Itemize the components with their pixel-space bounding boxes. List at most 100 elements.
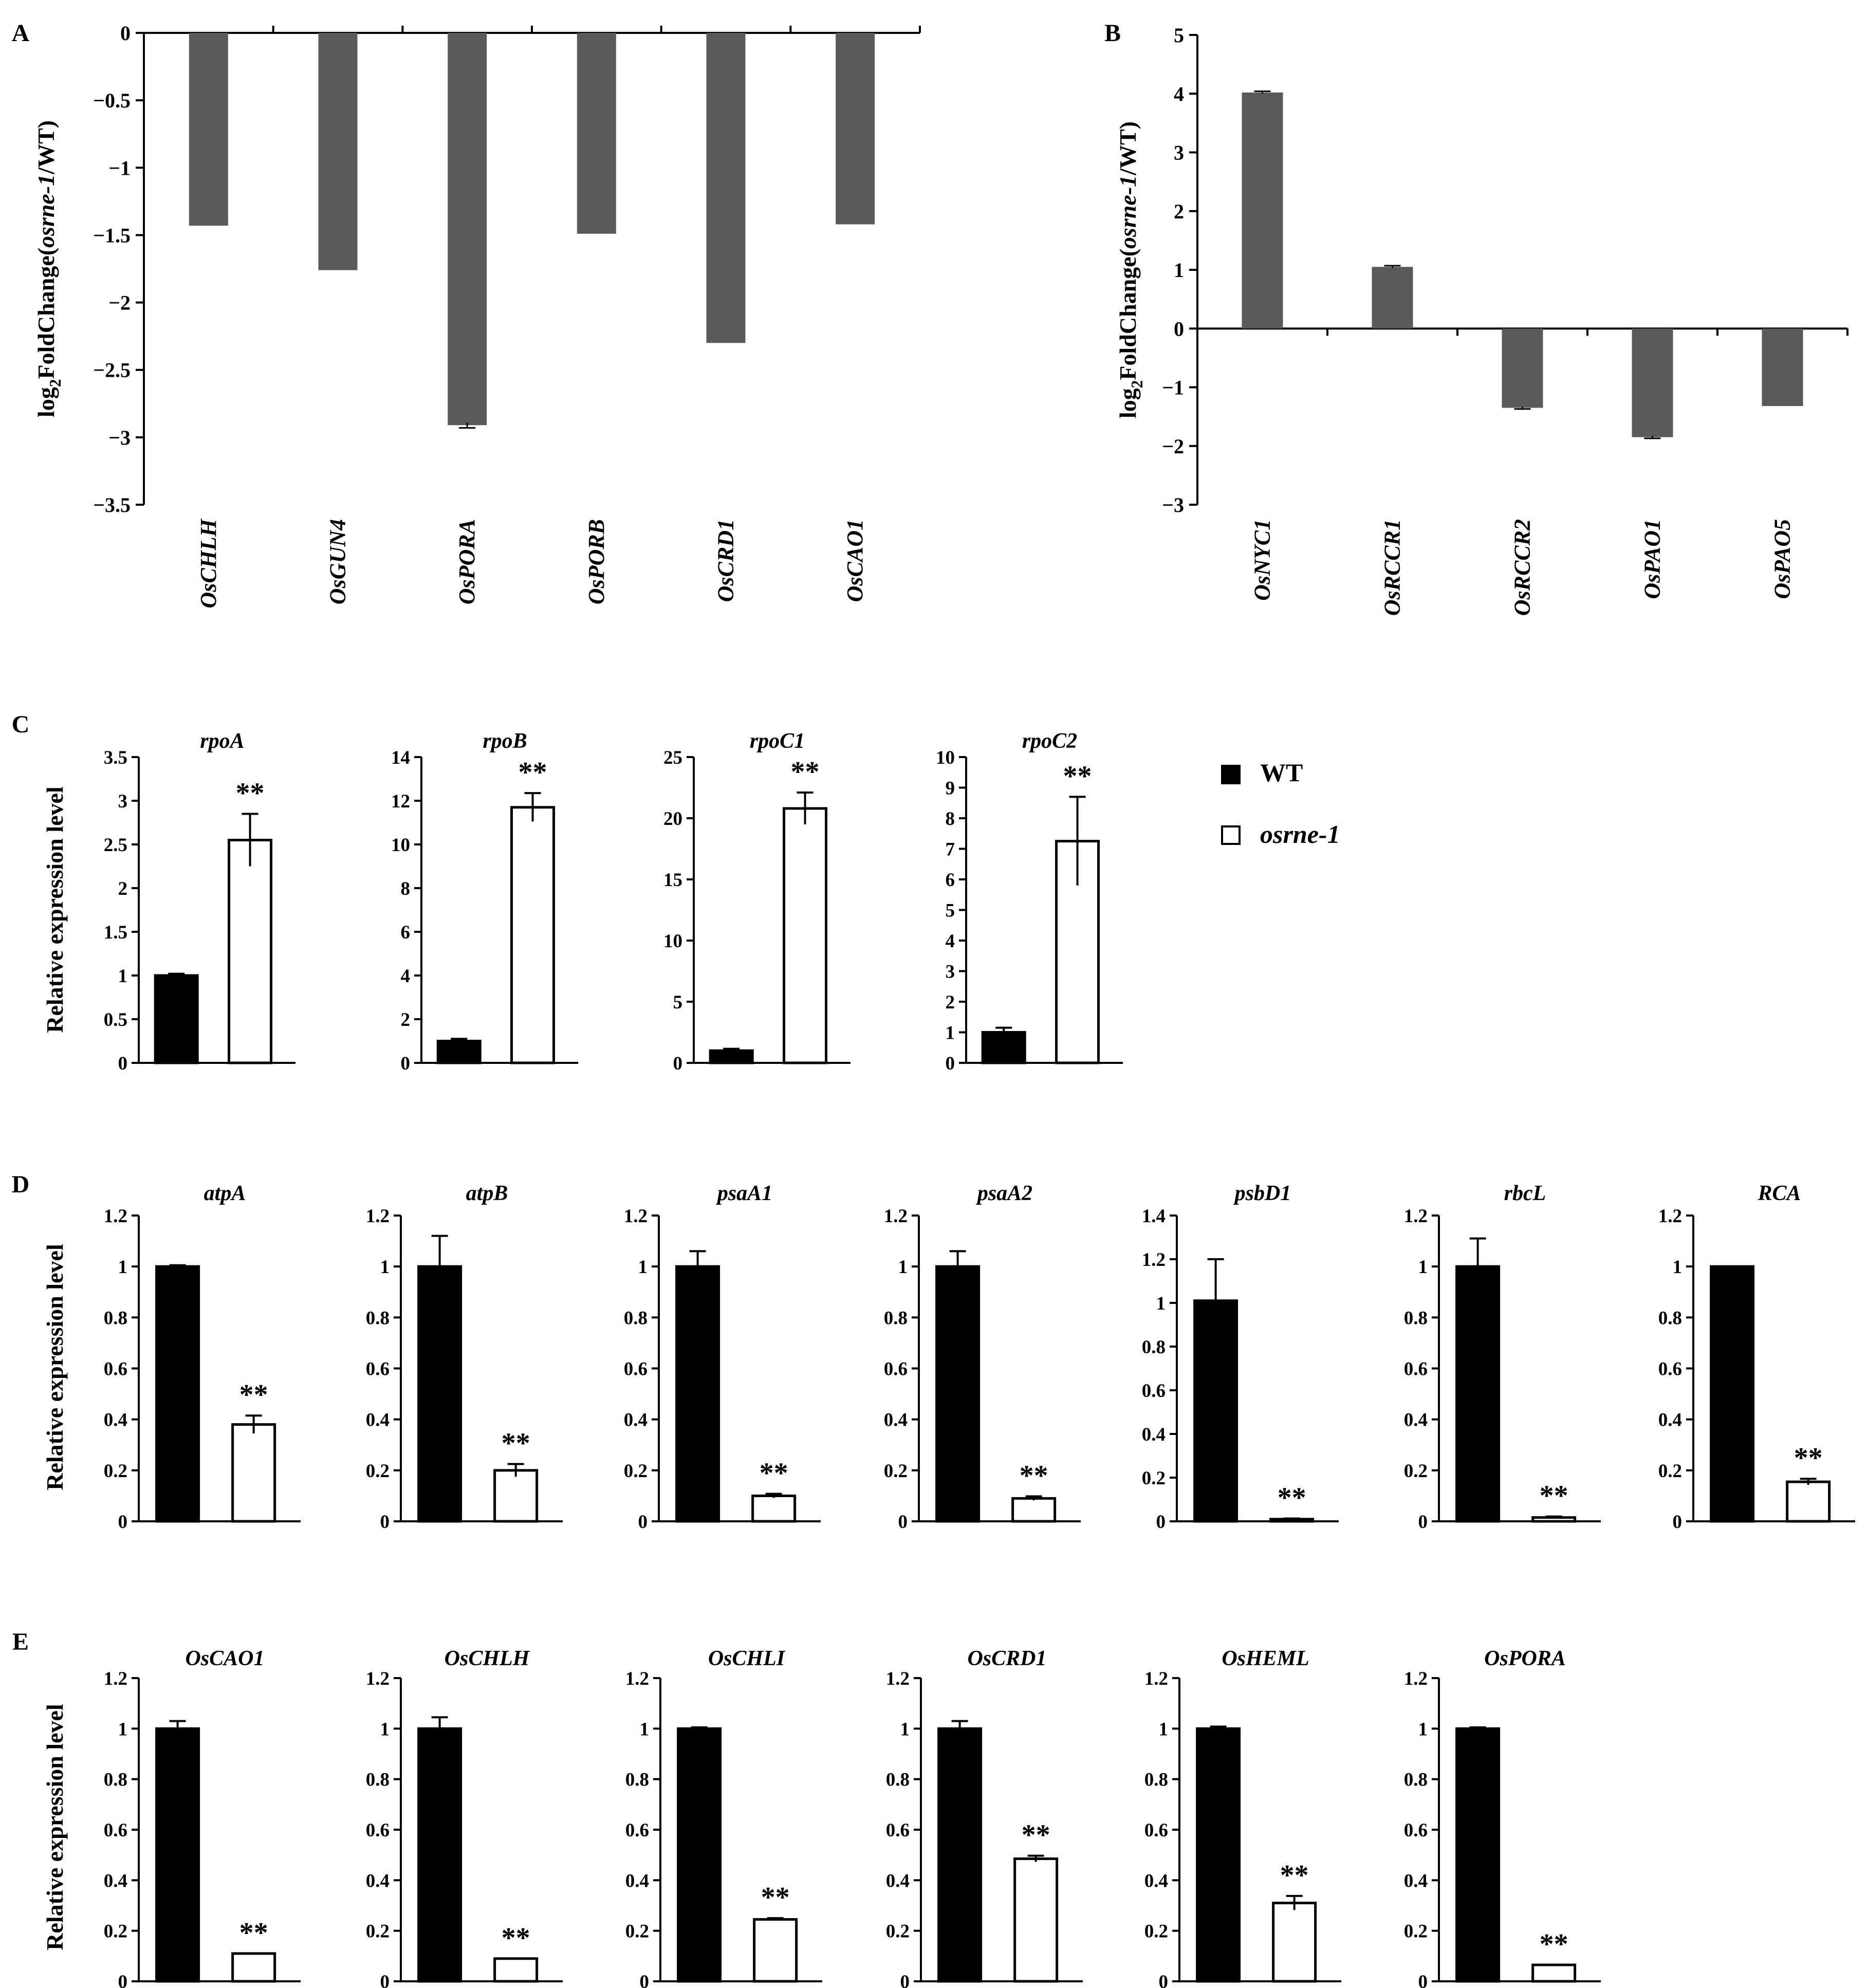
panel-D-psbD1-y-tick-label: 0.8 bbox=[1142, 1337, 1166, 1358]
panel-B-y-tick-label: 5 bbox=[1174, 24, 1184, 47]
panel-A-bar-OsGUN4 bbox=[318, 33, 358, 270]
panel-B-category-label: OsNYC1 bbox=[1250, 519, 1275, 601]
panel-B-bar-OsPAO1 bbox=[1632, 328, 1673, 437]
panel-E-OsCHLI-y-tick-label: 0.2 bbox=[625, 1921, 649, 1942]
panel-C-rpoC2-y-tick-label: 9 bbox=[946, 778, 955, 799]
panel-D-atpB-y-tick-label: 0.8 bbox=[366, 1308, 390, 1329]
panel-E-OsCHLH-y-tick-label: 0.2 bbox=[366, 1921, 390, 1942]
panel-D-psaA2-y-tick-label: 0.4 bbox=[884, 1410, 908, 1431]
panel-D-psaA2-bar-WT bbox=[935, 1265, 981, 1523]
panel-A-y-tick-label: −2.5 bbox=[93, 359, 131, 382]
panel-C-rpoA-y-tick-label: 0.5 bbox=[104, 1009, 127, 1030]
panel-D-rbcL-y-tick-label: 0.4 bbox=[1404, 1410, 1428, 1431]
panel-D-atpA-y-tick-label: 0.2 bbox=[104, 1461, 127, 1482]
panel-E-OsCHLH-y-tick-label: 0.8 bbox=[366, 1770, 390, 1791]
panel-E-OsHEML-y-tick-label: 1.2 bbox=[1144, 1668, 1168, 1689]
panel-D-psaA2-y-tick-label: 1.2 bbox=[884, 1206, 908, 1227]
panel-E-OsHEML-y-tick-label: 0 bbox=[1159, 1972, 1169, 1988]
panel-B-y-tick-label: 4 bbox=[1174, 82, 1184, 105]
panel-A-bar-OsCRD1 bbox=[706, 33, 746, 343]
panel-E-OsCAO1-y-tick-label: 0.8 bbox=[104, 1770, 127, 1791]
panel-E-OsCHLI-title: OsCHLI bbox=[708, 1647, 786, 1670]
panel-C-rpoB-y-tick-label: 8 bbox=[401, 878, 411, 899]
panel-D-rbcL-significance: ** bbox=[1540, 1480, 1568, 1512]
panel-B-y-tick-label: 2 bbox=[1174, 200, 1184, 223]
panel-letter-E: E bbox=[12, 1628, 29, 1655]
panel-D-rbcL-y-tick-label: 1.2 bbox=[1404, 1206, 1428, 1227]
panel-A-bar-OsCHLH bbox=[189, 33, 228, 226]
panel-D-psbD1-y-tick-label: 1 bbox=[1156, 1293, 1166, 1314]
panel-D-atpA-bar-osrne-1 bbox=[231, 1423, 276, 1523]
panel-C-rpoB-y-tick-label: 2 bbox=[401, 1009, 411, 1030]
panel-E-OsCHLH-significance: ** bbox=[502, 1922, 530, 1954]
panel-E-OsCHLH-y-tick-label: 0.4 bbox=[366, 1870, 390, 1891]
panel-A-category-label: OsPORA bbox=[454, 519, 479, 604]
panel-D-atpB-y-tick-label: 0.4 bbox=[366, 1410, 390, 1431]
panel-E-OsCHLI-y-tick-label: 0.4 bbox=[625, 1870, 649, 1891]
panel-E-OsCHLH-y-tick-label: 0.6 bbox=[366, 1820, 390, 1841]
panel-E-OsCAO1-significance: ** bbox=[239, 1917, 268, 1949]
panel-D-psaA1-y-tick-label: 1 bbox=[638, 1257, 648, 1278]
panel-D-RCA-y-tick-label: 0.2 bbox=[1658, 1461, 1682, 1482]
panel-E-OsHEML-y-tick-label: 1 bbox=[1159, 1719, 1169, 1740]
panel-A-category-label: OsCHLH bbox=[196, 518, 221, 608]
panel-C-rpoC2-y-tick-label: 6 bbox=[946, 870, 955, 891]
panel-C-rpoC1-title: rpoC1 bbox=[750, 729, 805, 753]
panel-C-rpoC2-y-tick-label: 5 bbox=[946, 900, 955, 922]
panel-E-OsCAO1-bar-osrne-1 bbox=[231, 1952, 276, 1983]
panel-D-RCA-y-tick-label: 0.4 bbox=[1658, 1410, 1682, 1431]
panel-B-y-tick-label: −3 bbox=[1162, 493, 1184, 517]
panel-D-psaA2-y-tick-label: 0.8 bbox=[884, 1308, 908, 1329]
panel-E-OsPORA-bar-osrne-1 bbox=[1531, 1963, 1577, 1983]
panel-E-OsPORA-y-tick-label: 0 bbox=[1418, 1972, 1428, 1988]
panel-D-atpB-y-tick-label: 1.2 bbox=[366, 1206, 390, 1227]
panel-B-y-tick-label: 3 bbox=[1174, 141, 1184, 164]
panel-C-rpoB-y-tick-label: 4 bbox=[401, 966, 411, 987]
panel-E-OsCRD1-y-tick-label: 0.2 bbox=[886, 1921, 910, 1942]
panel-D-rbcL-y-tick-label: 0.6 bbox=[1404, 1359, 1428, 1380]
panel-B-bar-OsNYC1 bbox=[1242, 92, 1283, 329]
panel-C-rpoA-y-tick-label: 1 bbox=[118, 966, 128, 987]
panel-D-RCA-bar-WT bbox=[1710, 1265, 1755, 1523]
panel-E-OsCAO1-y-tick-label: 1.2 bbox=[104, 1668, 127, 1689]
panel-C-rpoC2-y-tick-label: 3 bbox=[946, 962, 955, 983]
panel-A-y-tick-label: −1 bbox=[108, 156, 131, 179]
panel-E-OsCRD1-y-tick-label: 1 bbox=[900, 1719, 910, 1740]
panel-E-OsHEML-y-tick-label: 0.8 bbox=[1144, 1770, 1168, 1791]
panel-D-psbD1-y-tick-label: 0.4 bbox=[1142, 1424, 1166, 1445]
panel-B-y-tick-label: −1 bbox=[1162, 376, 1184, 399]
panel-D-rbcL-y-tick-label: 0 bbox=[1418, 1512, 1428, 1533]
panel-B-y-tick-label: 1 bbox=[1174, 259, 1184, 282]
marks-layer bbox=[154, 33, 1831, 1983]
panel-E-OsHEML-title: OsHEML bbox=[1222, 1647, 1309, 1670]
panel-E-OsPORA-title: OsPORA bbox=[1484, 1647, 1566, 1670]
panel-D-atpA-title: atpA bbox=[204, 1182, 246, 1205]
panel-letter-D: D bbox=[12, 1171, 30, 1198]
panel-D-atpA-y-tick-label: 1 bbox=[118, 1257, 128, 1278]
panel-C-rpoC2-y-tick-label: 4 bbox=[946, 931, 955, 952]
panel-D-rbcL-bar-WT bbox=[1455, 1265, 1501, 1523]
panel-D-psaA2-title: psaA2 bbox=[976, 1182, 1032, 1205]
panel-E-OsHEML-y-tick-label: 0.4 bbox=[1144, 1870, 1168, 1891]
legend-wt-swatch bbox=[1221, 765, 1241, 784]
panel-D-psaA1-title: psaA1 bbox=[716, 1182, 772, 1205]
panel-B-category-label: OsRCCR1 bbox=[1380, 519, 1405, 616]
panel-E-OsCAO1-y-tick-label: 0.4 bbox=[104, 1870, 127, 1891]
panel-C-rpoC2-title: rpoC2 bbox=[1022, 729, 1077, 753]
panel-C-rpoC2-y-tick-label: 0 bbox=[946, 1053, 955, 1074]
panel-E-OsCHLI-significance: ** bbox=[761, 1882, 790, 1913]
panel-C-rpoC1-y-tick-label: 5 bbox=[673, 992, 683, 1013]
panel-D-atpB-title: atpB bbox=[466, 1182, 508, 1205]
panel-E-OsCHLI-bar-WT bbox=[677, 1727, 722, 1983]
panel-C-rpoB-y-tick-label: 0 bbox=[401, 1053, 411, 1074]
panel-C-y-axis-label: Relative expression level bbox=[42, 786, 68, 1033]
panel-A-category-label: OsCRD1 bbox=[713, 519, 738, 602]
panel-D-psaA1-y-tick-label: 0.8 bbox=[624, 1308, 648, 1329]
panel-B-y-axis-label: log2FoldChange(osrne-1/WT) bbox=[1115, 121, 1146, 418]
panel-E-OsPORA-significance: ** bbox=[1540, 1928, 1568, 1960]
panel-D-psaA1-y-tick-label: 0.2 bbox=[624, 1461, 648, 1482]
panel-D-atpA-significance: ** bbox=[239, 1379, 268, 1411]
panel-D-psaA1-bar-WT bbox=[675, 1265, 720, 1523]
panel-D-psaA2-y-tick-label: 0.6 bbox=[884, 1359, 908, 1380]
panel-D-atpB-bar-osrne-1 bbox=[493, 1469, 539, 1523]
